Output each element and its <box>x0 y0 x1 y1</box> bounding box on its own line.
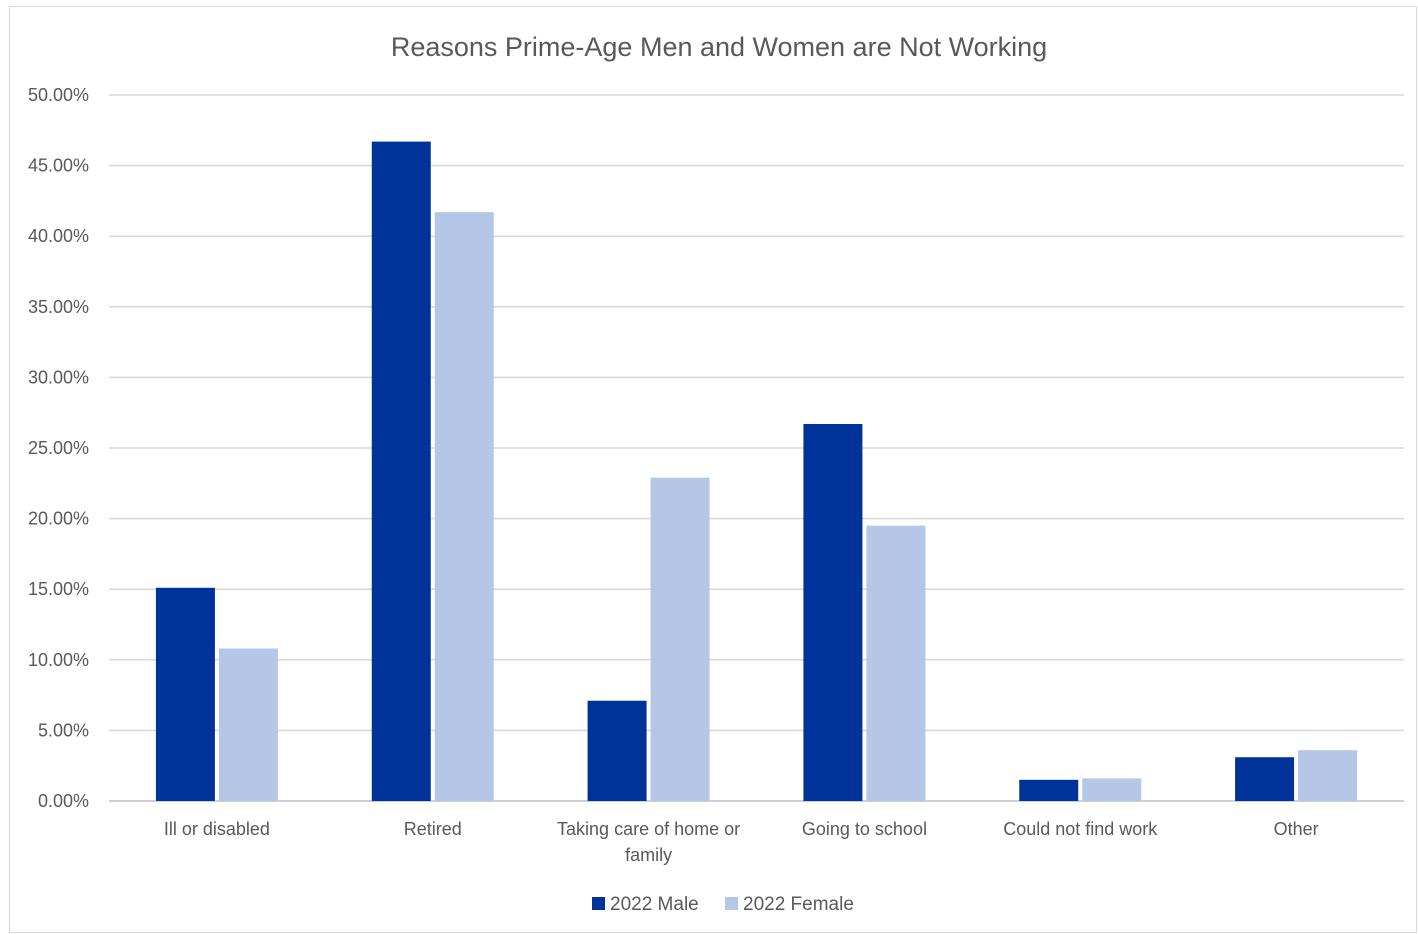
x-category-label: Going to school <box>802 819 927 839</box>
y-tick-label: 25.00% <box>28 438 89 458</box>
y-tick-label: 15.00% <box>28 579 89 599</box>
x-category-label: Ill or disabled <box>164 819 270 839</box>
bar-2022-male <box>371 141 431 801</box>
bars <box>155 141 1358 802</box>
y-axis-ticks: 0.00% 5.00% 10.00% 15.00% 20.00% 25.00% 30.00%… <box>28 85 89 811</box>
y-tick-label: 40.00% <box>28 226 89 246</box>
bar-2022-female <box>866 525 926 801</box>
legend-swatch <box>592 897 605 910</box>
y-tick-label: 20.00% <box>28 509 89 529</box>
legend-swatch <box>725 897 738 910</box>
bar-2022-male <box>1019 779 1079 801</box>
gridlines <box>109 94 1404 802</box>
y-tick-label: 50.00% <box>28 85 89 105</box>
x-category-label: Retired <box>404 819 462 839</box>
y-tick-label: 35.00% <box>28 297 89 317</box>
bar-2022-male <box>803 423 863 801</box>
y-tick-label: 0.00% <box>38 791 89 811</box>
y-tick-label: 30.00% <box>28 367 89 387</box>
bar-2022-female <box>434 212 494 802</box>
bar-2022-female <box>650 477 710 801</box>
y-tick-label: 45.00% <box>28 156 89 176</box>
legend-label: 2022 Male <box>610 894 699 915</box>
bar-2022-male <box>1235 757 1295 801</box>
bar-2022-female <box>1082 778 1142 801</box>
bar-2022-female <box>1298 750 1358 801</box>
chart-title: Reasons Prime-Age Men and Women are Not … <box>391 32 1047 62</box>
x-axis-categories: Ill or disabled Retired Taking care of hom… <box>164 819 1319 865</box>
bar-2022-female <box>218 648 278 801</box>
x-category-label: Could not find work <box>1003 819 1158 839</box>
legend-label: 2022 Female <box>743 894 854 915</box>
y-tick-label: 10.00% <box>28 650 89 670</box>
x-category-label: Taking care of home or family <box>557 819 740 865</box>
bar-2022-male <box>587 700 647 801</box>
x-category-label: Other <box>1274 819 1319 839</box>
bar-2022-male <box>155 587 215 801</box>
y-tick-label: 5.00% <box>38 720 89 740</box>
legend: 2022 Male 2022 Female <box>592 894 854 915</box>
